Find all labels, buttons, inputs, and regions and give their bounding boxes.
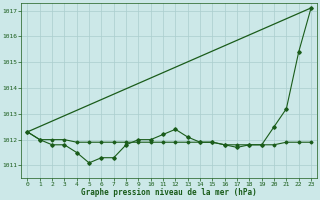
- X-axis label: Graphe pression niveau de la mer (hPa): Graphe pression niveau de la mer (hPa): [81, 188, 257, 197]
